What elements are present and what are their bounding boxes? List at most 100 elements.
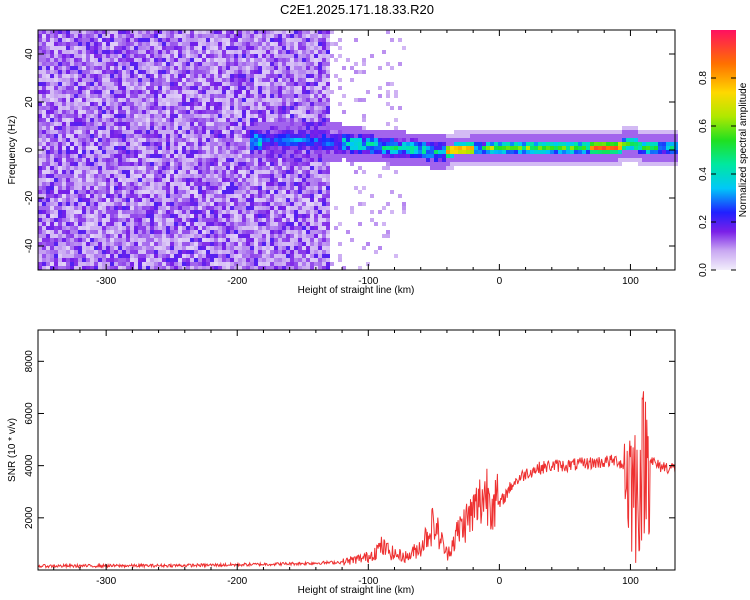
heatmap-cell xyxy=(306,166,310,170)
heatmap-cell xyxy=(326,98,330,102)
heatmap-cell xyxy=(38,134,42,138)
heatmap-cell xyxy=(146,90,150,94)
heatmap-cell xyxy=(46,250,50,254)
heatmap-cell xyxy=(106,186,110,190)
heatmap-cell xyxy=(214,222,218,226)
heatmap-cell xyxy=(138,210,142,214)
heatmap-cell xyxy=(278,210,282,214)
heatmap-cell xyxy=(70,82,74,86)
heatmap-cell xyxy=(118,58,122,62)
heatmap-cell xyxy=(82,166,86,170)
heatmap-cell xyxy=(74,150,78,154)
heatmap-cell xyxy=(42,126,46,130)
heatmap-cell xyxy=(246,106,250,110)
heatmap-cell xyxy=(126,66,130,70)
heatmap-cell xyxy=(110,266,114,270)
heatmap-cell xyxy=(246,250,250,254)
heatmap-cell xyxy=(46,70,50,74)
heatmap-cell xyxy=(258,114,262,118)
heatmap-cell xyxy=(66,230,70,234)
heatmap-cell xyxy=(278,198,282,202)
heatmap-cell xyxy=(106,214,110,218)
heatmap-cell xyxy=(58,78,62,82)
heatmap-cell xyxy=(66,98,70,102)
heatmap-cell xyxy=(302,206,306,210)
heatmap-cell xyxy=(154,154,158,158)
heatmap-cell xyxy=(266,250,270,254)
heatmap-cell xyxy=(70,86,74,90)
heatmap-cell xyxy=(314,150,318,154)
heatmap-cell xyxy=(282,62,286,66)
heatmap-cell xyxy=(194,82,198,86)
heatmap-cell xyxy=(550,154,554,158)
heatmap-cell xyxy=(326,230,330,234)
heatmap-cell xyxy=(234,146,238,150)
heatmap-cell xyxy=(62,42,66,46)
heatmap-cell xyxy=(230,266,234,270)
heatmap-cell xyxy=(330,158,334,162)
heatmap-cell xyxy=(286,266,290,270)
heatmap-cell xyxy=(194,242,198,246)
heatmap-cell xyxy=(286,170,290,174)
heatmap-cell xyxy=(126,202,130,206)
heatmap-cell xyxy=(438,134,442,138)
heatmap-cell xyxy=(262,118,266,122)
heatmap-cell xyxy=(38,214,42,218)
heatmap-cell xyxy=(146,114,150,118)
heatmap-cell xyxy=(50,246,54,250)
heatmap-cell xyxy=(178,58,182,62)
heatmap-cell xyxy=(150,218,154,222)
heatmap-cell xyxy=(306,70,310,74)
heatmap-cell xyxy=(242,242,246,246)
heatmap-cell xyxy=(330,122,334,126)
heatmap-cell xyxy=(90,42,94,46)
heatmap-cell xyxy=(358,158,362,162)
heatmap-cell xyxy=(46,142,50,146)
heatmap-cell xyxy=(470,150,474,154)
heatmap-cell xyxy=(234,262,238,266)
heatmap-cell xyxy=(94,78,98,82)
heatmap-cell xyxy=(70,42,74,46)
heatmap-cell xyxy=(134,250,138,254)
heatmap-cell xyxy=(130,94,134,98)
heatmap-cell xyxy=(194,74,198,78)
heatmap-cell xyxy=(106,266,110,270)
heatmap-cell xyxy=(294,98,298,102)
heatmap-cell xyxy=(298,90,302,94)
heatmap-cell xyxy=(158,266,162,270)
heatmap-cell xyxy=(94,54,98,58)
heatmap-cell xyxy=(222,130,226,134)
heatmap-cell xyxy=(150,214,154,218)
heatmap-cell xyxy=(58,198,62,202)
heatmap-cell xyxy=(238,242,242,246)
heatmap-cell xyxy=(130,82,134,86)
heatmap-cell xyxy=(42,74,46,78)
heatmap-cell xyxy=(278,182,282,186)
heatmap-cell xyxy=(70,206,74,210)
heatmap-cell xyxy=(50,178,54,182)
heatmap-cell xyxy=(158,242,162,246)
heatmap-cell xyxy=(94,162,98,166)
heatmap-cell xyxy=(246,202,250,206)
heatmap-cell xyxy=(250,82,254,86)
heatmap-cell xyxy=(478,142,482,146)
heatmap-cell xyxy=(246,90,250,94)
heatmap-cell xyxy=(118,94,122,98)
heatmap-cell xyxy=(174,230,178,234)
heatmap-cell xyxy=(110,234,114,238)
heatmap-cell xyxy=(138,114,142,118)
heatmap-cell xyxy=(214,206,218,210)
heatmap-cell xyxy=(258,50,262,54)
heatmap-cell xyxy=(218,258,222,262)
heatmap-cell xyxy=(126,42,130,46)
heatmap-cell xyxy=(38,54,42,58)
heatmap-cell xyxy=(182,134,186,138)
heatmap-cell xyxy=(266,58,270,62)
heatmap-cell xyxy=(58,210,62,214)
heatmap-cell xyxy=(194,174,198,178)
heatmap-cell xyxy=(238,226,242,230)
heatmap-cell xyxy=(478,138,482,142)
heatmap-cell xyxy=(146,194,150,198)
heatmap-cell xyxy=(58,238,62,242)
heatmap-cell xyxy=(302,146,306,150)
